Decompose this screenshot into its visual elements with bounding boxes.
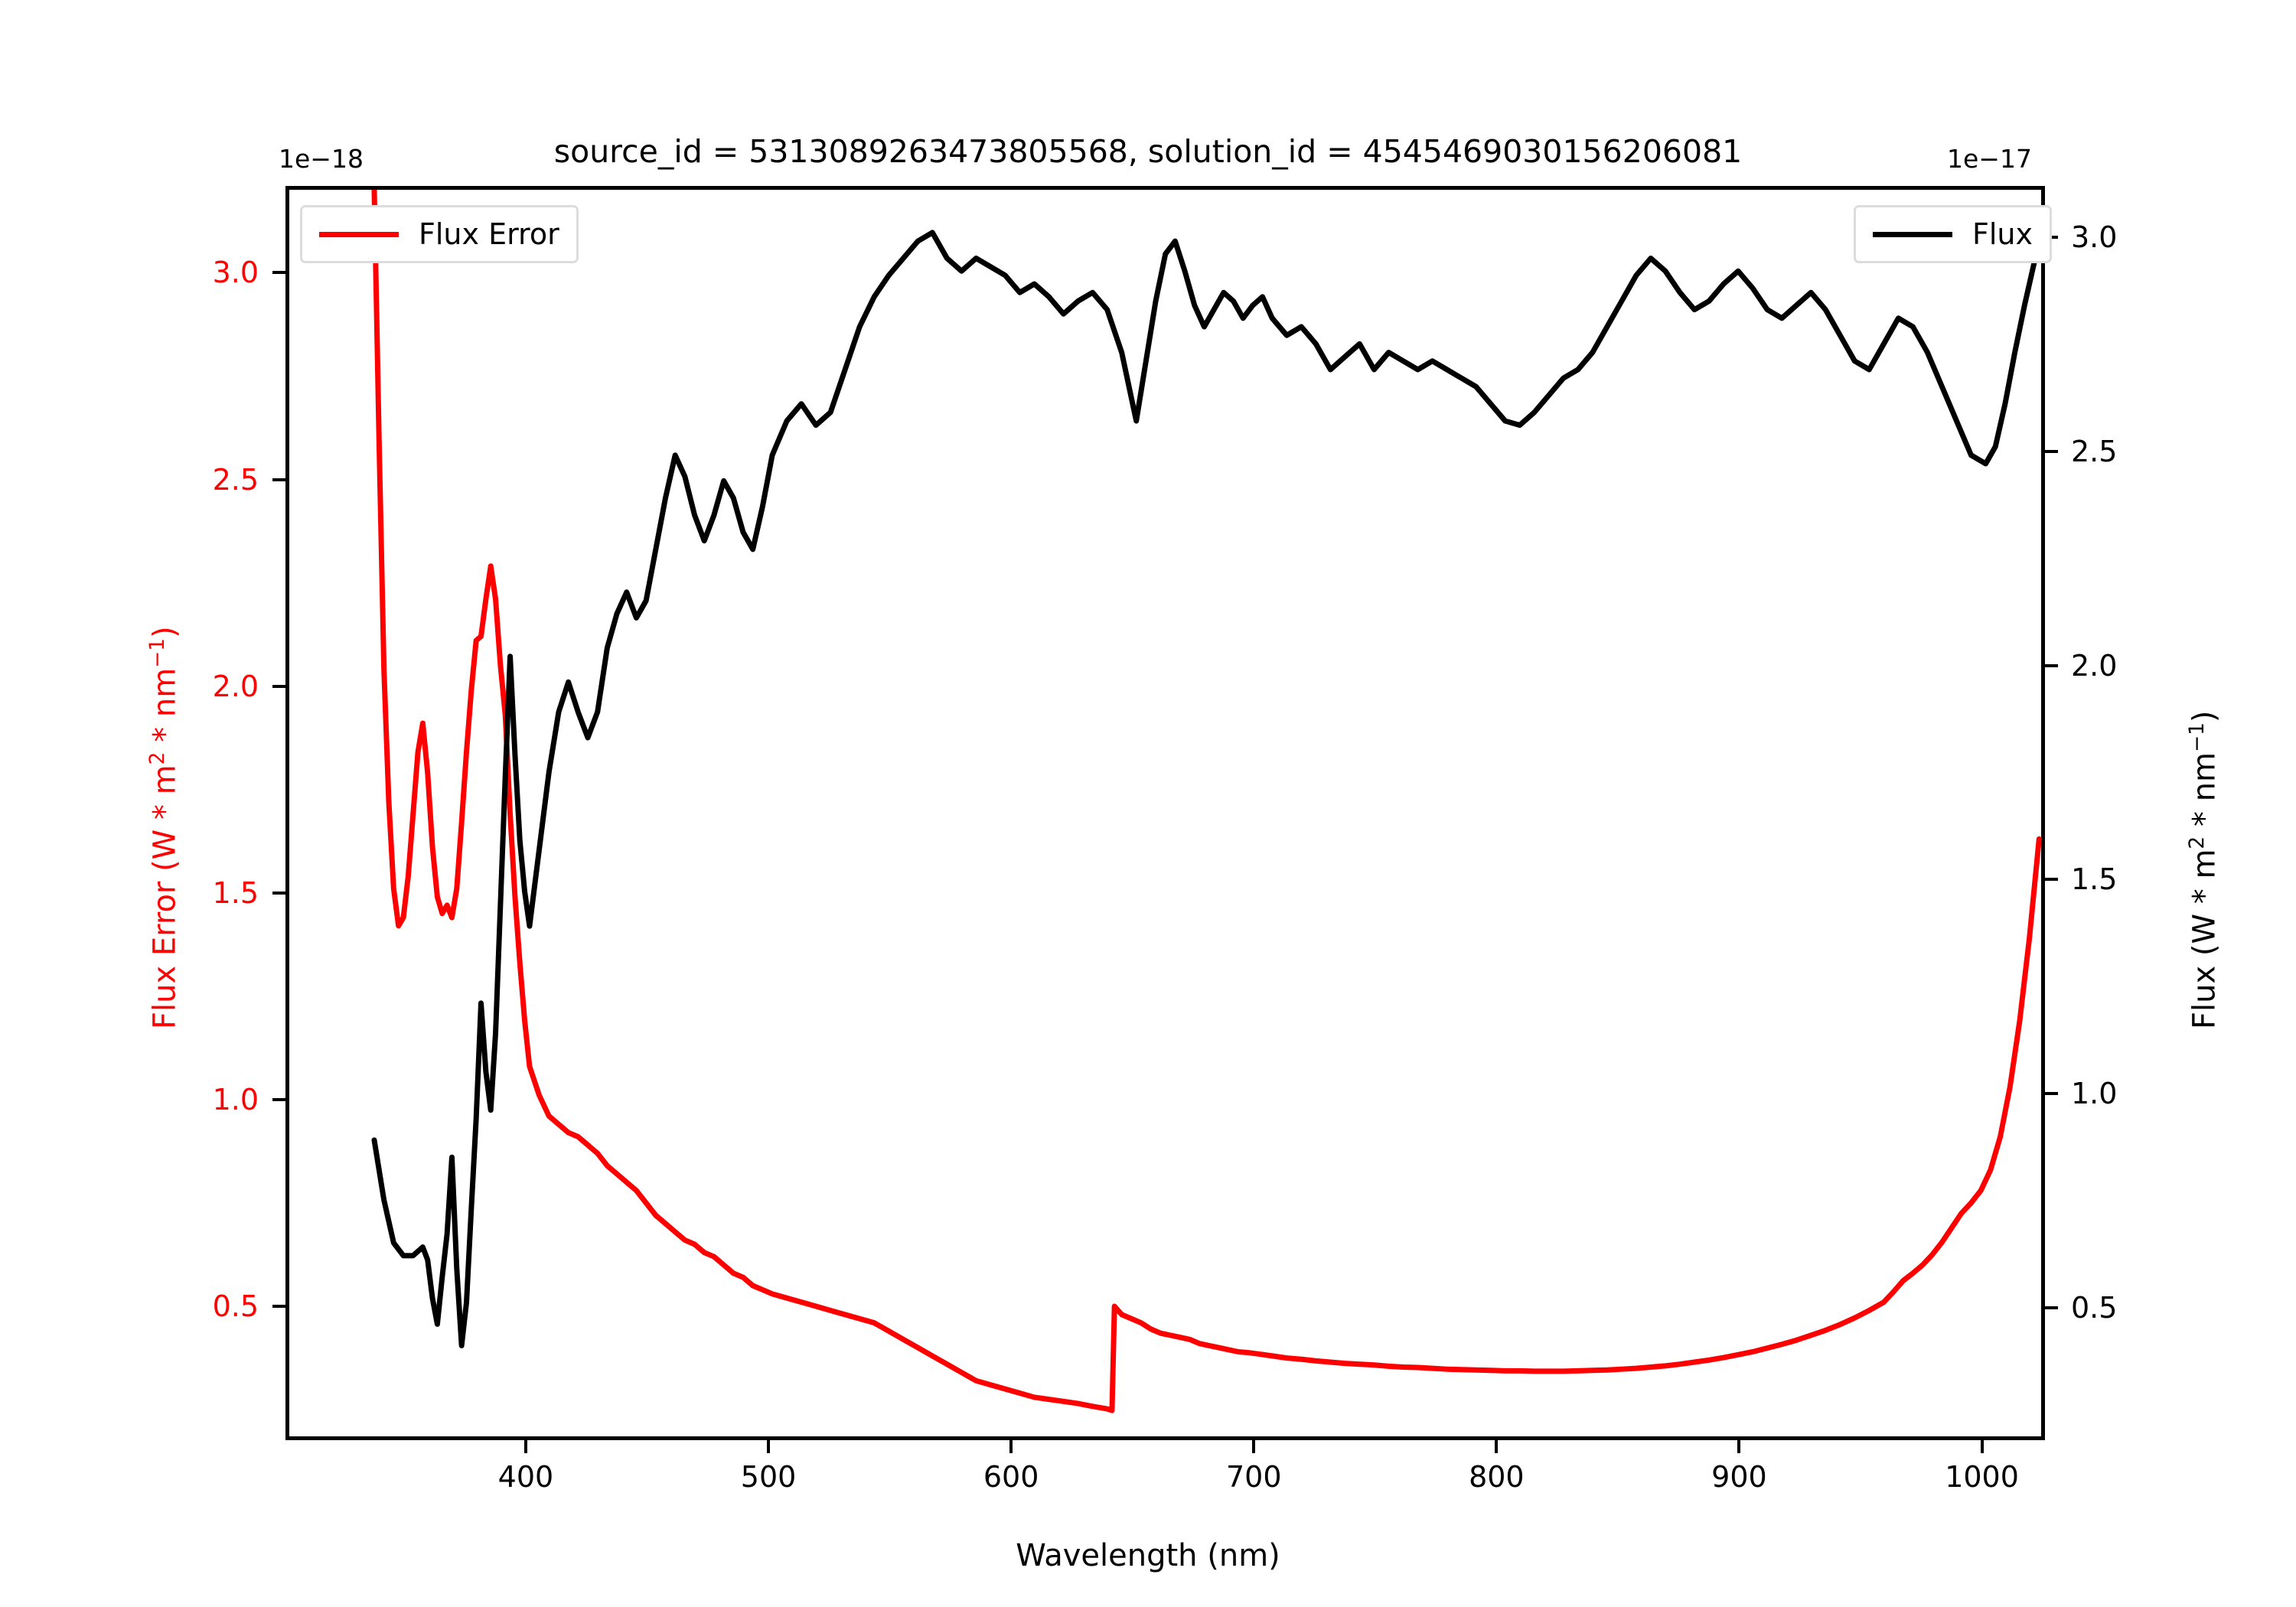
ylabel-right-sup1: 2 (2185, 836, 2209, 849)
y-axis-right-tick-label: 3.0 (2071, 220, 2118, 255)
y-axis-right-tick-label: 0.5 (2071, 1290, 2118, 1325)
x-axis-tick (767, 1440, 771, 1453)
plot-area (371, 190, 2042, 1413)
y-axis-right-label: Flux (W * m2 * nm−1) (2185, 711, 2222, 1029)
series-line-flux-error (371, 190, 2042, 1413)
y-axis-left-tick (272, 271, 285, 275)
y-axis-left-tick (272, 1305, 285, 1309)
y-axis-left-tick-label: 1.5 (212, 876, 259, 911)
x-axis-tick (1495, 1440, 1499, 1453)
y-axis-left-tick-label: 1.0 (212, 1083, 259, 1117)
x-axis-tick-label: 600 (983, 1460, 1039, 1494)
ylabel-right-text: Flux (W * m (2187, 849, 2223, 1029)
y-axis-left-label: Flux Error (W * m2 * nm−1) (145, 626, 182, 1029)
y-axis-right-tick-label: 2.0 (2071, 648, 2118, 683)
y-axis-left-tick-label: 2.0 (212, 669, 259, 703)
y-axis-left-tick-label: 2.5 (212, 462, 259, 497)
legend-swatch-flux (1873, 231, 1952, 237)
left-axis-offset-text: 1e−18 (279, 144, 364, 174)
y-axis-right-tick (2045, 1091, 2058, 1095)
x-axis-tick-label: 500 (740, 1460, 797, 1494)
legend-label-flux: Flux (1972, 217, 2033, 251)
right-axis-offset-text: 1e−17 (1947, 144, 2032, 174)
ylabel-right-end: ) (2187, 710, 2223, 723)
y-axis-right-tick (2045, 878, 2058, 882)
ylabel-right-sup2: −1 (2185, 722, 2209, 753)
y-axis-left-tick (272, 1098, 285, 1102)
x-axis-tick (1980, 1440, 1984, 1453)
x-axis-tick (523, 1440, 527, 1453)
ylabel-left-end: ) (147, 626, 183, 638)
x-axis-tick (1009, 1440, 1013, 1453)
ylabel-left-sup1: 2 (145, 751, 169, 765)
x-axis-label: Wavelength (nm) (1016, 1538, 1280, 1573)
ylabel-left-sup2: −1 (145, 637, 169, 668)
y-axis-right-tick-label: 2.5 (2071, 434, 2118, 468)
y-axis-right-tick (2045, 1305, 2058, 1309)
page-title: source_id = 5313089263473805568, solutio… (553, 133, 1743, 170)
x-axis-tick (1737, 1440, 1741, 1453)
y-axis-left-tick-label: 3.0 (212, 256, 259, 290)
y-axis-right-tick (2045, 449, 2058, 453)
x-axis-tick (1252, 1440, 1256, 1453)
x-axis-tick-label: 1000 (1945, 1460, 2019, 1494)
series-line-flux (371, 230, 2037, 1348)
legend-flux[interactable]: Flux (1854, 205, 2052, 263)
ylabel-left-mid: * nm (147, 667, 183, 752)
y-axis-left-tick (272, 684, 285, 688)
x-axis-tick-label: 700 (1225, 1460, 1282, 1494)
y-axis-left-tick-label: 0.5 (212, 1289, 259, 1324)
y-axis-left-tick (272, 478, 285, 481)
x-axis-tick-label: 800 (1469, 1460, 1525, 1494)
y-axis-right-tick-label: 1.0 (2071, 1076, 2118, 1110)
y-axis-right-tick-label: 1.5 (2071, 862, 2118, 897)
legend-flux-error[interactable]: Flux Error (300, 205, 579, 263)
x-axis-tick-label: 900 (1711, 1460, 1767, 1494)
legend-swatch-flux-error (319, 231, 399, 237)
y-axis-left-tick (272, 892, 285, 895)
plot-axes (285, 186, 2045, 1440)
ylabel-left-text: Flux Error (W * m (147, 764, 183, 1029)
ylabel-right-mid: * nm (2187, 752, 2223, 836)
y-axis-right-tick (2045, 663, 2058, 667)
x-axis-tick-label: 400 (497, 1460, 554, 1494)
series-layer (371, 190, 2042, 1413)
legend-label-flux-error: Flux Error (419, 217, 559, 251)
